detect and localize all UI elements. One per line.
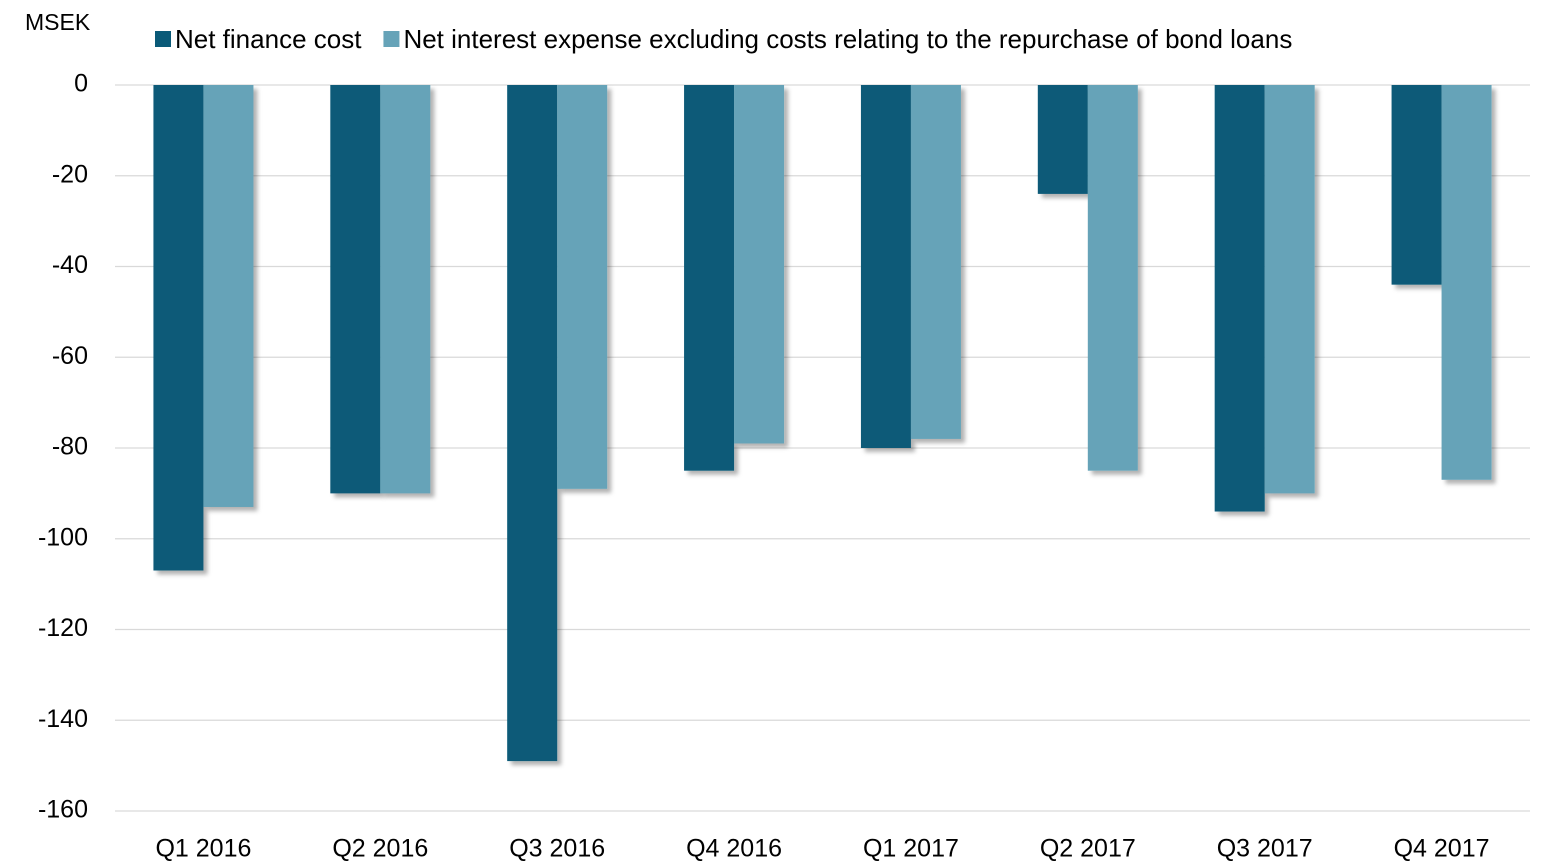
bar [1391,85,1442,285]
y-tick-label: -120 [38,614,88,642]
y-tick-label: -60 [52,342,88,370]
y-tick-label: -40 [52,251,88,279]
y-tick-label: 0 [74,70,88,98]
bar [734,85,785,444]
x-tick-label: Q1 2017 [863,835,959,863]
x-tick-label: Q1 2016 [155,835,251,863]
bar [1037,85,1088,194]
bar [1441,85,1492,480]
bar [380,85,431,494]
legend-swatch [383,31,400,47]
y-tick-label: -140 [38,705,88,733]
y-tick-label: -160 [38,796,88,824]
bar [1264,85,1315,494]
y-tick-label: -100 [38,523,88,551]
bar [330,85,381,494]
legend-label: Net finance cost [175,24,362,54]
bar [1087,85,1138,471]
bar [860,85,911,448]
y-tick-label: -80 [52,433,88,461]
bar [203,85,254,507]
bar [684,85,735,471]
x-tick-label: Q4 2016 [686,835,782,863]
bar [153,85,204,571]
legend-swatch [155,31,171,47]
x-tick-label: Q2 2016 [332,835,428,863]
x-tick-label: Q2 2017 [1040,835,1136,863]
x-tick-label: Q4 2017 [1394,835,1490,863]
y-axis-label: MSEK [25,9,91,35]
x-tick-label: Q3 2016 [509,835,605,863]
y-tick-label: -20 [52,160,88,188]
x-tick-label: Q3 2017 [1217,835,1313,863]
legend-label: Net interest expense excluding costs rel… [403,24,1292,54]
bar [910,85,961,439]
bar [507,85,558,762]
bar [557,85,608,489]
bar [1214,85,1265,512]
